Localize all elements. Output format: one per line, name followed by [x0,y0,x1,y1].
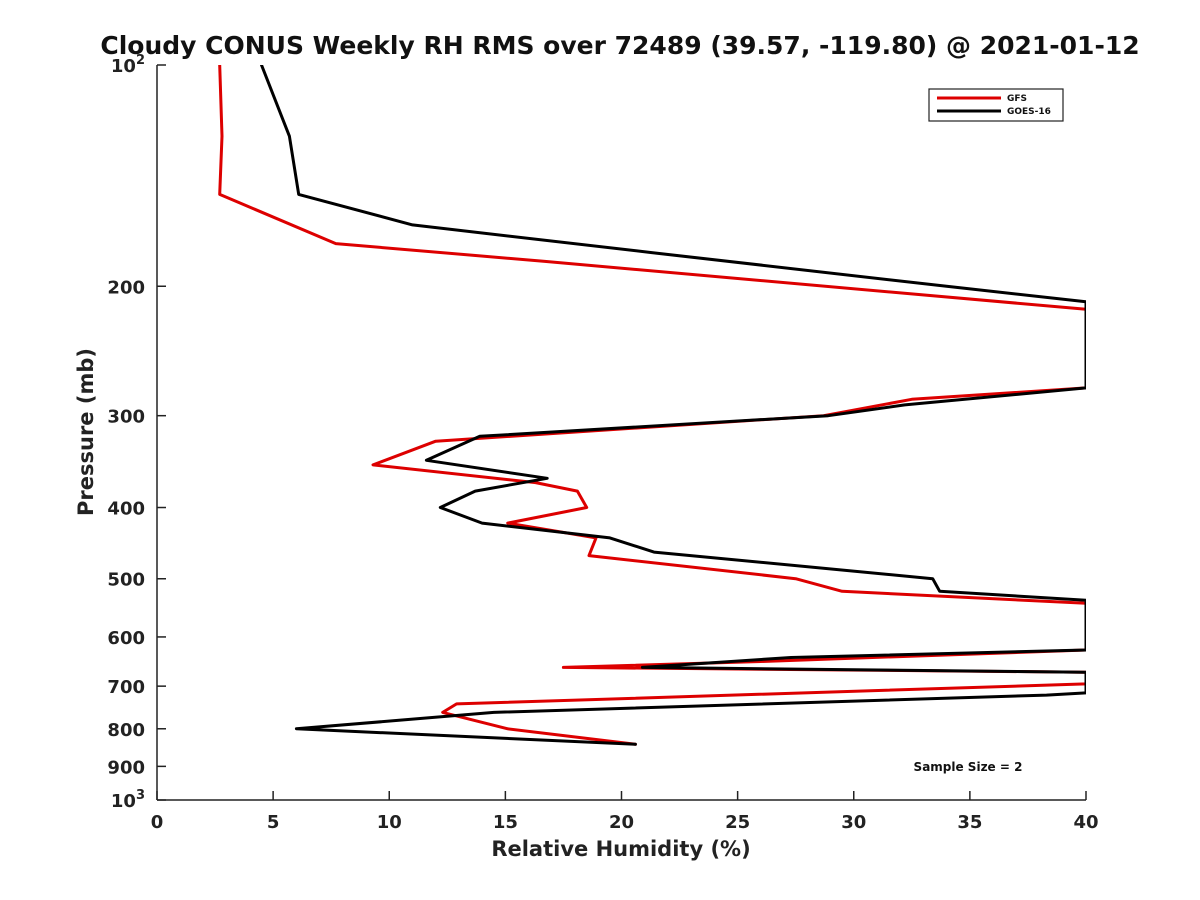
y-axis-label: Pressure (mb) [74,348,98,516]
y-tick-label: 103 [111,788,145,812]
x-tick-label: 40 [1073,812,1098,833]
y-tick-label: 600 [107,628,145,649]
axes-layer: 0 5 10 15 20 25 30 35 40 102 200 300 400 500 600 700 800… [107,53,1098,833]
sample-size-annotation: Sample Size = 2 [914,760,1023,774]
y-tick-label: 400 [107,499,145,520]
series-layer [218,65,1086,746]
y-tick-label: 900 [107,757,145,778]
y-tick-label: 102 [111,53,145,77]
x-tick-label: 15 [493,812,518,833]
legend-box [928,88,1064,122]
y-tick-label: 200 [107,277,145,298]
y-tick-label: 800 [107,720,145,741]
x-tick-label: 0 [151,812,164,833]
x-tick-label: 10 [377,812,402,833]
x-tick-label: 5 [267,812,280,833]
x-tick-label: 35 [957,812,982,833]
legend: GFS GOES-16 [928,88,1064,122]
chart-title: Cloudy CONUS Weekly RH RMS over 72489 (3… [100,31,1139,60]
x-tick-label: 30 [841,812,866,833]
y-tick-label: 700 [107,677,145,698]
x-tick-label: 20 [609,812,634,833]
y-tick-label: 300 [107,407,145,428]
x-tick-label: 25 [725,812,750,833]
y-tick-label: 500 [107,570,145,591]
series-line-gfs [218,65,1086,746]
x-axis-label: Relative Humidity (%) [491,837,750,861]
legend-label-gfs: GFS [1007,94,1027,104]
series-line-goes-16 [260,65,1086,746]
legend-label-goes-16: GOES-16 [1007,107,1051,117]
